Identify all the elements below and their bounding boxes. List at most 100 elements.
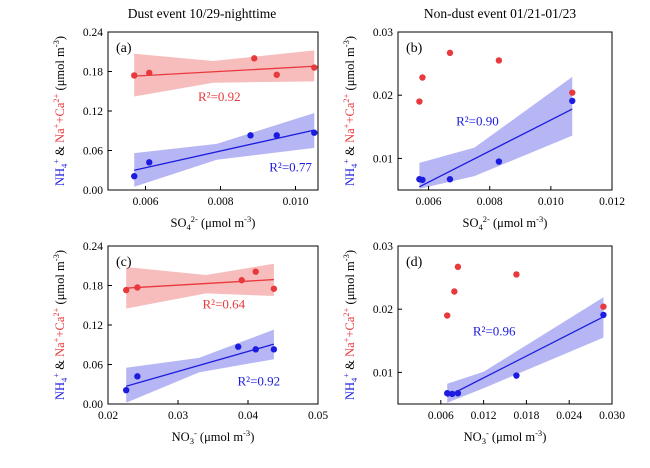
data-point-red [146,69,153,77]
panels-container: 0.006 0.008 0.010 0.00 0.06 0.12 0.18 0.24 R²=0.… [51,27,625,446]
fit-line-blue [126,343,275,387]
r-squared-label-blue: R²=0.92 [238,374,281,389]
data-point-blue [146,159,153,166]
data-point-red [451,288,458,295]
fit-line-blue [446,316,604,397]
y-tick-label: 0.01 [373,153,393,165]
panel-b: 0.006 0.008 0.010 0.012 0.01 0.02 0.03 R²=0.90 (… [341,27,625,232]
y-tick-label: 0.01 [373,367,393,379]
y-axis-label: NH4+ & Na++Ca2+ (μmol m-3) [51,36,69,186]
data-point-red [513,271,520,278]
data-point-blue [600,311,607,319]
y-tick-label: 0.00 [83,185,103,197]
data-point-red [444,312,451,319]
x-tick-label: 0.030 [599,410,625,422]
data-point-blue [134,373,141,380]
panel-label: (d) [406,255,423,270]
data-point-red [416,98,423,105]
x-tick-label: 0.024 [556,410,582,422]
data-point-red [238,277,245,284]
fit-line-blue [419,108,573,188]
y-tick-label: 0.24 [83,241,103,253]
x-tick-label: 0.012 [599,196,625,208]
y-axis-label: NH4+ & Na++Ca2+ (μmol m-3) [341,250,359,400]
y-tick-label: 0.24 [83,27,103,39]
panel-d: 0.006 0.012 0.018 0.024 0.030 0.01 0.02 0.03 R²=… [341,241,625,446]
data-point-blue [123,386,130,394]
data-point-blue [513,372,520,379]
y-tick-label: 0.18 [83,281,103,293]
data-point-blue [495,158,503,165]
confidence-band-blue [419,76,573,189]
x-tick-label: 0.012 [471,410,497,422]
data-point-blue [569,97,576,105]
y-tick-label: 0.12 [83,106,103,118]
data-point-blue [273,132,280,139]
y-tick-label: 0.06 [83,360,103,372]
x-tick-label: 0.05 [308,410,328,422]
confidence-band-red [126,263,274,309]
fit-line-blue [134,129,315,171]
r-squared-label-blue: R²=0.77 [269,160,312,175]
y-axis-label: NH4+ & Na++Ca2+ (μmol m-3) [51,250,69,400]
r-squared-label-red: R²=0.92 [198,89,241,104]
data-point-blue [446,176,454,183]
data-point-blue [131,172,138,180]
data-point-red [446,49,454,57]
panel-label: (c) [116,255,132,270]
data-point-blue [419,176,426,184]
data-point-blue [270,346,278,353]
x-tick-label: 0.008 [477,196,503,208]
y-tick-label: 0.18 [83,67,103,79]
confidence-band-blue [126,329,274,403]
x-tick-label: 0.02 [98,410,118,422]
axes-frame [397,31,613,191]
data-point-red [131,72,138,79]
data-point-red [270,285,278,292]
y-tick-label: 0.00 [83,399,103,411]
panel-c: 0.02 0.03 0.04 0.05 0.00 0.06 0.12 0.18 0.24 R²=0… [51,241,328,446]
data-point-red [252,268,259,275]
column-title-dust: Dust event 10/29-nighttime [128,6,276,21]
y-tick-label: 0.03 [373,27,393,39]
y-tick-label: 0.06 [83,146,103,158]
x-tick-label: 0.010 [538,196,564,208]
x-axis-label: SO42- (μmol m-3) [171,214,256,232]
data-point-red [495,57,503,64]
data-point-red [273,71,280,78]
data-point-blue [449,390,456,398]
data-point-red [123,286,130,294]
confidence-band-red [134,50,315,97]
y-tick-label: 0.02 [373,90,393,102]
r-squared-label-blue: R²=0.96 [473,324,516,339]
data-point-red [251,55,258,62]
data-point-blue [247,132,254,139]
fit-line-red [126,278,274,289]
fit-line-red [134,65,315,77]
x-axis-label: SO42- (μmol m-3) [463,214,548,232]
y-tick-label: 0.02 [373,304,393,316]
data-point-red [419,74,426,81]
x-tick-label: 0.006 [133,196,159,208]
x-tick-label: 0.010 [283,196,309,208]
r-squared-label-blue: R²=0.90 [456,114,499,129]
y-tick-label: 0.12 [83,320,103,332]
x-tick-label: 0.04 [238,410,258,422]
column-title-non-dust: Non-dust event 01/21-01/23 [424,6,576,21]
panel-label: (a) [116,41,132,56]
panel-label: (b) [406,41,423,56]
data-point-red [311,64,318,71]
y-axis-label: NH4+ & Na++Ca2+ (μmol m-3) [341,36,359,186]
data-point-blue [252,346,259,353]
data-point-blue [235,343,242,350]
data-point-red [569,89,576,96]
panel-a: 0.006 0.008 0.010 0.00 0.06 0.12 0.18 0.24 R²=0.… [51,27,319,232]
x-tick-label: 0.006 [416,196,442,208]
data-point-red [454,263,462,271]
x-axis-label: NO3- (μmol m-3) [172,428,255,446]
data-point-blue [444,390,451,397]
axes-frame [397,245,613,405]
data-point-blue [454,390,462,397]
data-point-red [600,303,607,310]
